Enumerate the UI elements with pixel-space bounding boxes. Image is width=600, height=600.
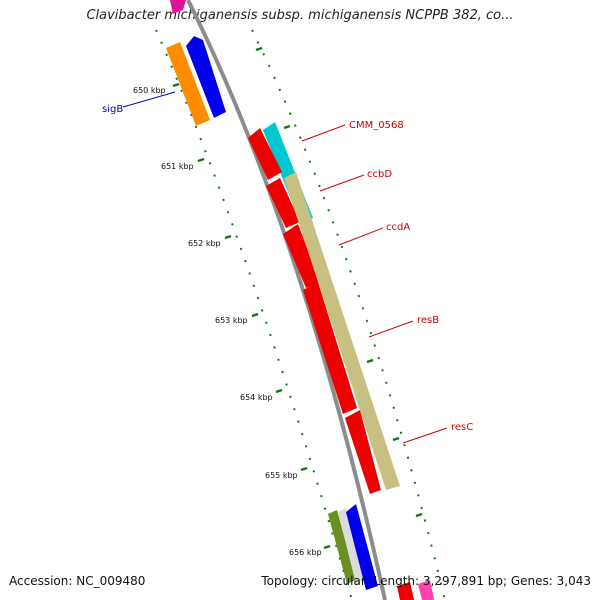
feature-top-magenta: [170, 0, 186, 14]
tick-label-654: 654 kbp: [240, 393, 273, 402]
gene-label-sigB[interactable]: sigB: [102, 104, 123, 115]
tick-label-652: 652 kbp: [188, 239, 221, 248]
tick-label-650: 650 kbp: [133, 86, 166, 95]
feature-red-3[interactable]: [283, 224, 320, 288]
feature-red-1[interactable]: [248, 128, 282, 180]
feature-red-5[interactable]: [345, 410, 381, 494]
accession-text: Accession: NC_009480: [9, 574, 146, 588]
genome-backbone: [186, 0, 387, 600]
gene-label-resC[interactable]: resC: [451, 422, 473, 433]
gene-label-CMM_0568[interactable]: CMM_0568: [349, 120, 404, 131]
feature-red-2[interactable]: [266, 178, 300, 228]
feature-bottom-red[interactable]: [397, 582, 414, 600]
feature-bottom-blue[interactable]: [346, 504, 378, 590]
tick-label-656: 656 kbp: [289, 548, 322, 557]
gene-label-ccbD[interactable]: ccbD: [367, 169, 392, 180]
feature-olive-band[interactable]: [284, 172, 400, 490]
tick-label-651: 651 kbp: [161, 162, 194, 171]
tick-label-653: 653 kbp: [215, 316, 248, 325]
feature-bottom-white[interactable]: [338, 508, 364, 584]
major-ticks: [172, 82, 331, 550]
tick-label-655: 655 kbp: [265, 471, 298, 480]
feature-bottom-olive[interactable]: [328, 510, 356, 584]
gene-leader-lines: [122, 91, 448, 444]
feature-blue-arrow[interactable]: [186, 36, 226, 118]
feature-sigB[interactable]: [166, 42, 210, 126]
outer-major-ticks: [255, 46, 423, 518]
gene-label-ccdA[interactable]: ccdA: [386, 222, 410, 233]
gene-label-resB[interactable]: resB: [417, 315, 439, 326]
genome-stats-text: Topology: circular; Length: 3,297,891 bp…: [261, 574, 591, 588]
feature-bottom-pink[interactable]: [418, 580, 434, 600]
feature-red-4[interactable]: [303, 282, 357, 414]
